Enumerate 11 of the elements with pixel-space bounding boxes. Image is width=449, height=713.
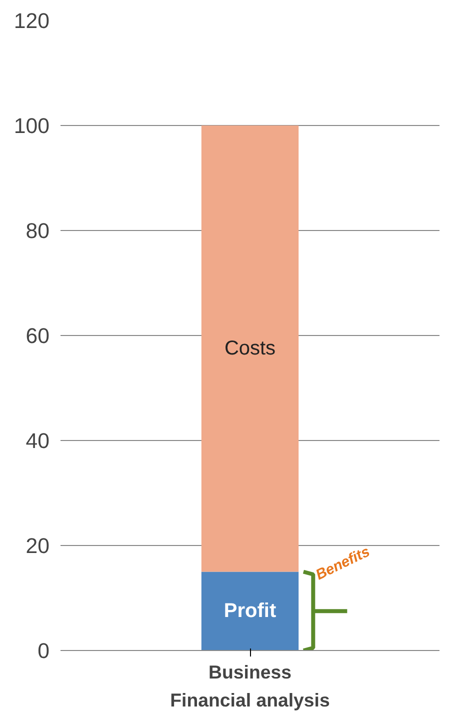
y-tick-label: 120: [14, 9, 50, 33]
x-axis-title: Financial analysis: [170, 690, 330, 710]
y-tick-label: 60: [26, 324, 50, 348]
series-label: Profit: [224, 600, 276, 622]
series-label: Costs: [224, 338, 276, 360]
y-tick-label: 40: [26, 429, 50, 453]
y-tick-label: 100: [14, 114, 50, 138]
y-tick-label: 20: [26, 534, 50, 558]
y-tick-label: 0: [38, 639, 50, 663]
x-tick-label: Business: [208, 662, 292, 682]
y-tick-label: 80: [26, 219, 50, 243]
